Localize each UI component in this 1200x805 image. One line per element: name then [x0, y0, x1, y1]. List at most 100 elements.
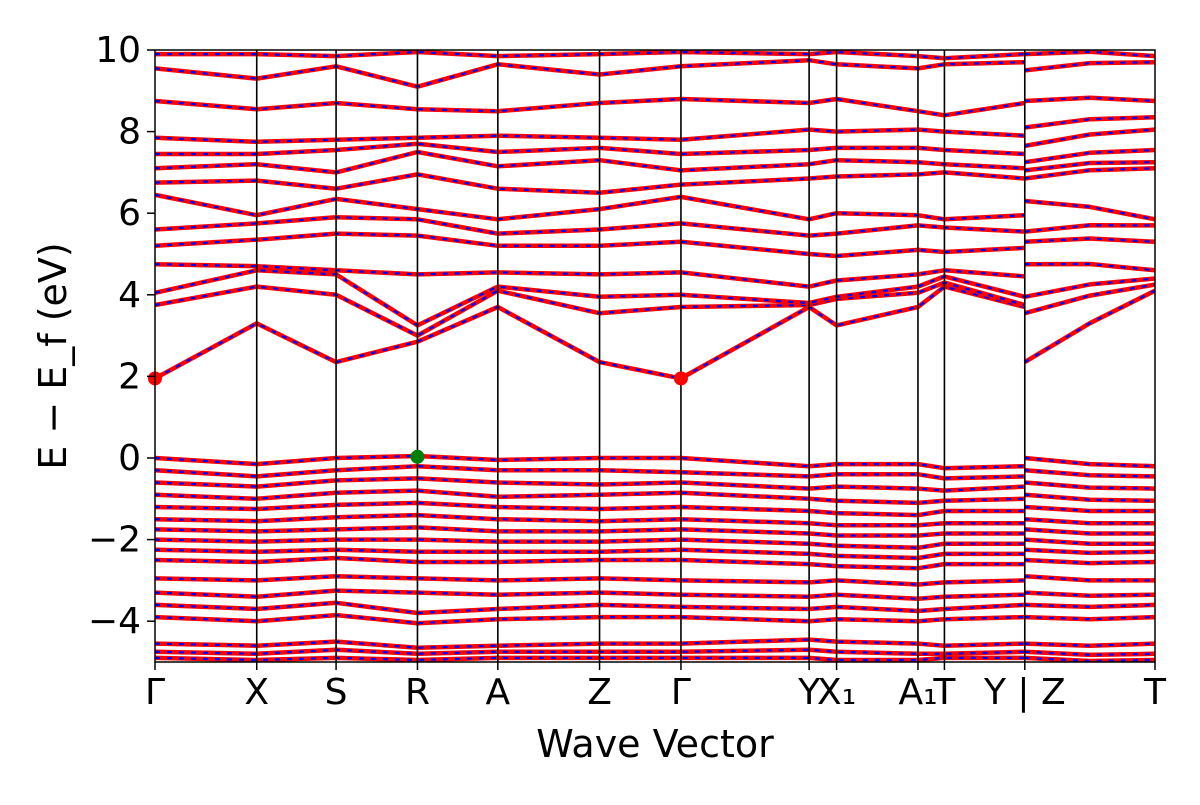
tail-valence-band-6-blue	[1024, 528, 1155, 535]
valence-band-4-red	[155, 500, 1025, 518]
valence-band-2-blue	[155, 477, 1025, 492]
tail-conduction-band-5-blue	[1024, 224, 1155, 233]
plot-frame	[154, 49, 1156, 663]
conduction-band-4-blue	[155, 232, 1025, 258]
conduction-band-2-blue	[155, 269, 1026, 327]
valence-band-16-red	[155, 655, 1025, 662]
valence-band-9-red	[155, 555, 1025, 571]
x-tick-label: S	[325, 672, 348, 713]
y-tick-label: 6	[118, 193, 141, 234]
x-tick-label: T	[932, 672, 956, 713]
conduction-band-3-red	[155, 261, 1025, 289]
tail-conduction-band-14-blue	[1024, 50, 1155, 58]
bands-layer	[155, 50, 1155, 662]
valence-band-0-blue	[155, 454, 1025, 470]
conduction-band-12-blue	[155, 59, 1025, 88]
x-axis-label: Wave Vector	[536, 722, 774, 766]
y-tick-label: 0	[118, 438, 141, 479]
valence-band-1-blue	[155, 465, 1025, 480]
tail-valence-band-5-blue	[1024, 518, 1155, 525]
tail-valence-band-2-blue	[1024, 481, 1155, 490]
conduction-band-7-red	[155, 170, 1025, 196]
tail-conduction-band-6-blue	[1024, 199, 1155, 221]
tail-conduction-band-12-blue	[1024, 96, 1155, 103]
conduction-band-9-blue	[155, 142, 1025, 156]
valence-band-6-red	[155, 525, 1025, 538]
tail-conduction-band-2-blue	[1024, 277, 1155, 298]
high-symmetry-dividers	[255, 50, 1026, 662]
tail-conduction-band-13-blue	[1024, 61, 1155, 72]
tail-valence-band-7-blue	[1024, 538, 1155, 545]
x-tick-label: X	[244, 672, 269, 713]
conduction-band-0-red	[155, 284, 1026, 381]
conduction-band-2-red	[155, 268, 1026, 328]
x-tick-label: Y	[797, 672, 821, 713]
tail-conduction-band-1-blue	[1024, 283, 1155, 315]
y-tick-label: 2	[118, 356, 141, 397]
tail-valence-band-8-blue	[1024, 548, 1155, 555]
tail-valence-band-16-blue	[1024, 656, 1155, 662]
tail-conduction-band-7-blue	[1024, 167, 1155, 180]
conduction-band-0-blue	[155, 285, 1026, 380]
y-axis-label: E − E_f (eV)	[31, 242, 75, 470]
y-axis-ticks: −4 −2 0 2 4 6 8 10	[88, 30, 155, 642]
x-tick-label: R	[405, 672, 430, 713]
conduction-band-1-blue	[155, 281, 1026, 337]
valence-band-1-red	[155, 463, 1025, 481]
tail-valence-band-9-blue	[1024, 558, 1155, 565]
tail-valence-band-12-blue	[1024, 603, 1155, 609]
tail-valence-band-13-blue	[1024, 616, 1155, 621]
valence-band-14-red	[155, 637, 1025, 650]
tail-conduction-band-0-blue	[1024, 289, 1155, 364]
conduction-band-13-red	[155, 50, 1025, 61]
tail-valence-band-4-blue	[1024, 505, 1155, 513]
tail-valence-band-11-blue	[1024, 591, 1155, 597]
x-tick-label: Γ	[145, 672, 165, 713]
conduction-band-11-red	[155, 96, 1026, 118]
valence-band-3-red	[155, 488, 1025, 506]
valence-band-5-red	[155, 512, 1025, 528]
valence-band-12-blue	[155, 601, 1025, 615]
conduction-band-7-blue	[155, 171, 1025, 194]
y-tick-label: −2	[88, 520, 141, 561]
y-tick-label: 10	[95, 30, 141, 71]
y-tick-label: −4	[88, 601, 141, 642]
valence-band-3-blue	[155, 489, 1025, 505]
x-tick-label: A₁	[898, 672, 937, 713]
tail-valence-band-10-blue	[1024, 575, 1155, 582]
valence-band-15-red	[155, 647, 1025, 657]
tail-conduction-band-8-blue	[1024, 161, 1155, 172]
tail-valence-band-0-blue	[1024, 456, 1155, 468]
conduction-band-10-red	[155, 127, 1025, 145]
tail-conduction-band-9-blue	[1024, 148, 1155, 164]
x-tick-label: A	[486, 672, 511, 713]
valence-band-7-red	[155, 537, 1025, 551]
tail-valence-band-15-blue	[1024, 650, 1155, 657]
conduction-band-6-blue	[155, 193, 1025, 221]
valence-band-10-red	[155, 574, 1025, 587]
tail-valence-band-1-blue	[1024, 469, 1155, 478]
tail-conduction-band-0-red	[1023, 288, 1155, 365]
valence-band-11-blue	[155, 589, 1025, 600]
tail-conduction-band-3-blue	[1024, 262, 1155, 272]
tail-conduction-band-11-blue	[1024, 116, 1155, 129]
conduction-band-10-blue	[155, 128, 1025, 143]
tail-valence-band-14-blue	[1024, 642, 1155, 647]
x-tick-label: T	[1143, 672, 1167, 713]
x-tick-label: Y | Z	[983, 672, 1066, 713]
cbm-marker-1	[673, 371, 688, 386]
tail-conduction-band-10-blue	[1024, 128, 1155, 147]
valence-band-13-blue	[155, 613, 1025, 625]
vbm-marker-2	[410, 449, 425, 464]
tail-valence-band-3-blue	[1024, 493, 1155, 502]
valence-band-8-red	[155, 547, 1025, 561]
y-tick-label: 8	[118, 112, 141, 153]
x-tick-label: X₁	[817, 672, 856, 713]
x-tick-label: Z	[587, 672, 612, 713]
conduction-band-11-blue	[155, 97, 1025, 117]
conduction-band-12-red	[155, 57, 1025, 89]
conduction-band-5-red	[155, 215, 1025, 238]
